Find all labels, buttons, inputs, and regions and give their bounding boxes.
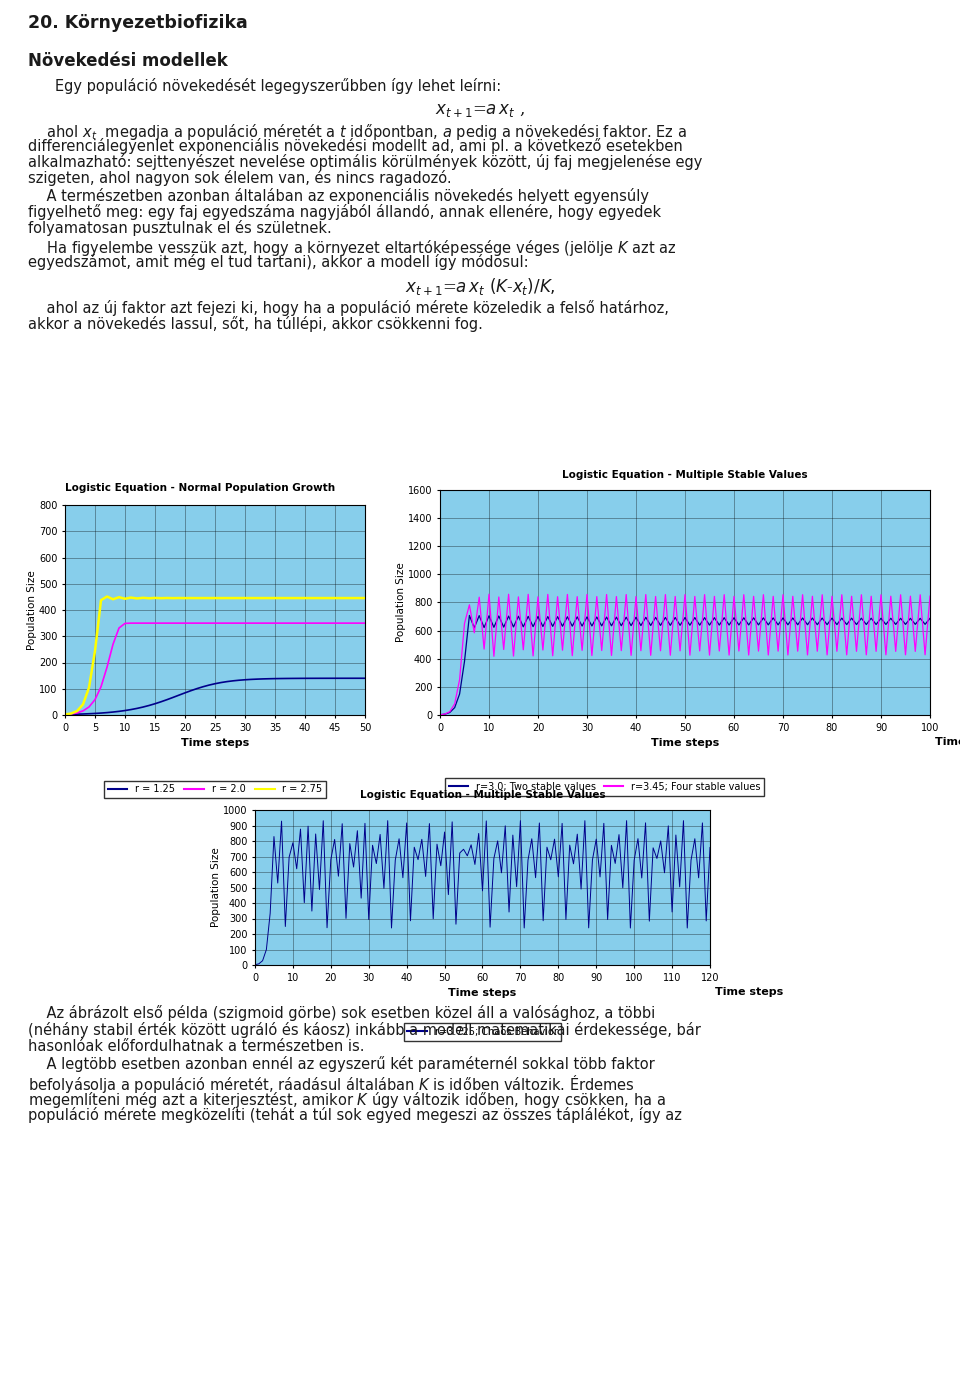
Text: A legtöbb esetben azonban ennél az egyszerű két paraméternél sokkal több faktor: A legtöbb esetben azonban ennél az egysz… <box>28 1056 655 1072</box>
X-axis label: Time steps: Time steps <box>180 739 250 748</box>
Text: folyamatosan pusztulnak el és születnek.: folyamatosan pusztulnak el és születnek. <box>28 220 332 236</box>
Legend: r = 1.25, r = 2.0, r = 2.75: r = 1.25, r = 2.0, r = 2.75 <box>104 781 326 798</box>
Text: populáció mérete megközelíti (tehát a túl sok egyed megeszi az összes táplálékot: populáció mérete megközelíti (tehát a tú… <box>28 1107 682 1123</box>
Text: egyedszámot, amit még el tud tartani), akkor a modell így módosul:: egyedszámot, amit még el tud tartani), a… <box>28 254 529 270</box>
Text: alkalmazható: sejttenyészet nevelése optimális körülmények között, új faj megjel: alkalmazható: sejttenyészet nevelése opt… <box>28 154 703 170</box>
Text: 20. Környezetbiofizika: 20. Környezetbiofizika <box>28 14 248 32</box>
Text: Logistic Equation - Normal Population Growth: Logistic Equation - Normal Population Gr… <box>65 483 335 493</box>
Text: (néhány stabil érték között ugráló és káosz) inkább a modell matematikai érdekes: (néhány stabil érték között ugráló és ká… <box>28 1022 701 1038</box>
X-axis label: Time steps: Time steps <box>651 739 719 748</box>
Legend: r=3.725; Chaos Behavior: r=3.725; Chaos Behavior <box>403 1023 562 1041</box>
Text: Logistic Equation - Multiple Stable Values: Logistic Equation - Multiple Stable Valu… <box>360 789 606 800</box>
Text: szigeten, ahol nagyon sok élelem van, és nincs ragadozó.: szigeten, ahol nagyon sok élelem van, és… <box>28 170 451 185</box>
Text: hasonlóak előfordulhatnak a természetben is.: hasonlóak előfordulhatnak a természetben… <box>28 1039 365 1054</box>
Legend: r=3.0; Two stable values, r=3.45; Four stable values: r=3.0; Two stable values, r=3.45; Four s… <box>444 778 764 795</box>
Text: Logistic Equation - Multiple Stable Values: Logistic Equation - Multiple Stable Valu… <box>563 470 807 481</box>
Text: befolyásolja a populáció méretét, ráadásul általában $K$ is időben változik. Érd: befolyásolja a populáció méretét, ráadás… <box>28 1074 635 1096</box>
Text: Egy populáció növekedését legegyszerűbben így lehet leírni:: Egy populáció növekedését legegyszerűbbe… <box>55 78 501 93</box>
Text: akkor a növekedés lassul, sőt, ha túllépi, akkor csökkenni fog.: akkor a növekedés lassul, sőt, ha túllép… <box>28 316 483 332</box>
Y-axis label: Population Size: Population Size <box>28 570 37 649</box>
Text: Az ábrázolt első példa (szigmoid görbe) sok esetben közel áll a valósághoz, a tö: Az ábrázolt első példa (szigmoid görbe) … <box>28 1005 656 1022</box>
Text: $x_{t+1}$=$a\,x_t$ ,: $x_{t+1}$=$a\,x_t$ , <box>435 102 525 119</box>
Y-axis label: Population Size: Population Size <box>211 847 222 927</box>
Text: differenciálegyenlet exponenciális növekedési modellt ad, ami pl. a következő es: differenciálegyenlet exponenciális növek… <box>28 139 683 154</box>
Text: ahol az új faktor azt fejezi ki, hogy ha a populáció mérete közeledik a felső ha: ahol az új faktor azt fejezi ki, hogy ha… <box>28 299 669 316</box>
Text: figyelhető meg: egy faj egyedszáma nagyjából állandó, annak ellenére, hogy egyed: figyelhető meg: egy faj egyedszáma nagyj… <box>28 205 661 220</box>
Text: Time steps: Time steps <box>935 737 960 747</box>
Text: Ha figyelembe vesszük azt, hogy a környezet eltartóképessége véges (jelölje $K$ : Ha figyelembe vesszük azt, hogy a környe… <box>28 238 677 258</box>
Text: Time steps: Time steps <box>715 987 783 997</box>
Text: ahol $x_t$  megadja a populáció méretét a $t$ időpontban, $a$ pedig a növekedési: ahol $x_t$ megadja a populáció méretét a… <box>28 122 686 141</box>
Text: A természetben azonban általában az exponenciális növekedés helyett egyensúly: A természetben azonban általában az expo… <box>28 188 649 205</box>
X-axis label: Time steps: Time steps <box>448 989 516 998</box>
Text: $x_{t+1}$=$a\,x_t$ $(K$-$x_t)/K,$: $x_{t+1}$=$a\,x_t$ $(K$-$x_t)/K,$ <box>405 276 555 297</box>
Y-axis label: Population Size: Population Size <box>396 563 406 643</box>
Text: Növekedési modellek: Növekedési modellek <box>28 52 228 70</box>
Text: megemlíteni még azt a kiterjesztést, amikor $K$ úgy változik időben, hogy csökke: megemlíteni még azt a kiterjesztést, ami… <box>28 1090 665 1109</box>
